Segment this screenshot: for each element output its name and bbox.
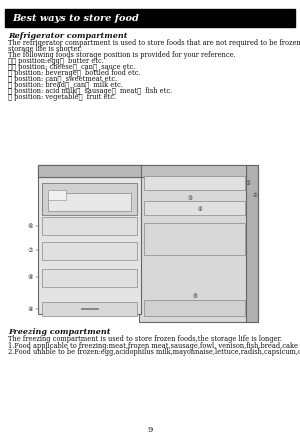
Text: ⑦: ⑦ <box>27 247 33 253</box>
Text: The freezing compartment is used to store frozen foods,the storage life is longe: The freezing compartment is used to stor… <box>8 335 282 343</box>
Text: ⑧: ⑧ <box>27 275 33 279</box>
Text: 2.Food unable to be frozen:egg,acidophilus milk,mayonnaise,lettuce,radish,capsic: 2.Food unable to be frozen:egg,acidophil… <box>8 348 300 356</box>
Bar <box>42 269 137 287</box>
Text: ①: ① <box>246 180 250 186</box>
Text: ⑤: ⑤ <box>192 293 197 298</box>
Text: ⑩ position: vegetable．  fruit etc.: ⑩ position: vegetable． fruit etc. <box>8 93 116 101</box>
Text: ⑨ position: acid milk．  sausage．  meat．  fish etc.: ⑨ position: acid milk． sausage． meat． fi… <box>8 87 172 95</box>
Text: ①② position:egg．  butter etc.: ①② position:egg． butter etc. <box>8 57 104 65</box>
Text: ⑨: ⑨ <box>27 307 33 312</box>
Bar <box>42 242 137 260</box>
Text: 1.Food applicable to freezing:meat,frozen meat,sausage,fowl, venison,fish,bread,: 1.Food applicable to freezing:meat,froze… <box>8 341 300 349</box>
Text: ⑧ position: bread．  can．  milk etc.: ⑧ position: bread． can． milk etc. <box>8 81 123 89</box>
Bar <box>48 193 131 211</box>
Text: ⑦ position: can．  sweetmeat etc.: ⑦ position: can． sweetmeat etc. <box>8 75 117 83</box>
Text: The refrigerator compartment is used to store foods that are not required to be : The refrigerator compartment is used to … <box>8 39 300 47</box>
Bar <box>246 165 258 322</box>
Text: ⑥: ⑥ <box>27 224 33 228</box>
Text: Freezing compartment: Freezing compartment <box>8 328 110 336</box>
Text: ③: ③ <box>187 195 192 201</box>
Bar <box>5 9 295 27</box>
Text: Refrigerator compartment: Refrigerator compartment <box>8 32 127 40</box>
Bar <box>38 165 141 314</box>
Bar <box>144 300 245 316</box>
Text: Best ways to store food: Best ways to store food <box>12 14 139 22</box>
Bar <box>42 217 137 235</box>
Text: ②: ② <box>253 193 258 198</box>
Bar <box>42 183 137 215</box>
Bar <box>144 201 245 215</box>
Bar <box>140 165 258 322</box>
Bar <box>144 176 245 190</box>
Bar <box>38 165 141 177</box>
Text: storage life is shorter.: storage life is shorter. <box>8 45 82 53</box>
Text: The following foods storage position is provided for your reference.: The following foods storage position is … <box>8 51 236 59</box>
Text: ④: ④ <box>197 206 202 212</box>
Text: 9: 9 <box>147 426 153 434</box>
Bar <box>48 190 66 200</box>
Text: ⑥ position: beverage．  bottled food etc.: ⑥ position: beverage． bottled food etc. <box>8 69 141 77</box>
Bar <box>144 223 245 255</box>
Text: ③④ position: cheese．  can．  sauce etc.: ③④ position: cheese． can． sauce etc. <box>8 63 135 71</box>
Bar <box>42 302 137 316</box>
Bar <box>38 165 246 177</box>
